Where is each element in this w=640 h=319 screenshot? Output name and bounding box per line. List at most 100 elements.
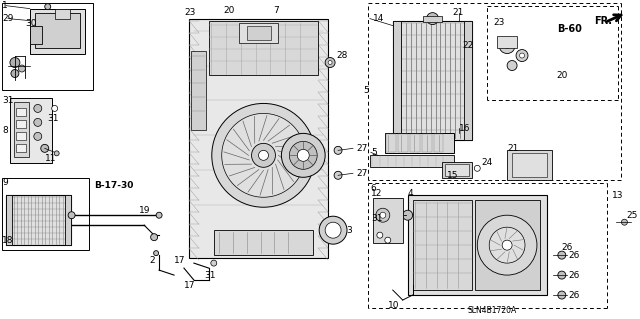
Circle shape bbox=[507, 61, 517, 70]
Text: 17: 17 bbox=[174, 256, 186, 265]
Circle shape bbox=[390, 212, 396, 218]
Circle shape bbox=[68, 212, 75, 219]
Bar bbox=[30, 9, 84, 54]
Circle shape bbox=[504, 42, 510, 48]
Bar bbox=[6, 195, 12, 245]
Bar bbox=[408, 195, 547, 295]
Circle shape bbox=[34, 132, 42, 140]
Circle shape bbox=[385, 237, 391, 243]
Text: 16: 16 bbox=[460, 124, 471, 133]
Text: 4: 4 bbox=[408, 189, 413, 198]
Bar bbox=[191, 50, 206, 130]
Circle shape bbox=[45, 4, 51, 10]
Text: 29: 29 bbox=[2, 14, 13, 23]
Text: 31: 31 bbox=[2, 96, 13, 105]
Circle shape bbox=[558, 291, 566, 299]
Text: 3: 3 bbox=[346, 226, 352, 235]
Circle shape bbox=[380, 212, 386, 218]
Text: 31: 31 bbox=[371, 214, 382, 223]
Circle shape bbox=[558, 251, 566, 259]
Circle shape bbox=[325, 57, 335, 68]
Text: 14: 14 bbox=[373, 14, 384, 23]
Text: 13: 13 bbox=[611, 191, 623, 200]
Circle shape bbox=[477, 215, 537, 275]
Bar bbox=[386, 134, 396, 152]
Bar bbox=[373, 198, 403, 243]
Circle shape bbox=[41, 145, 49, 152]
Circle shape bbox=[427, 13, 438, 25]
Bar bbox=[422, 134, 431, 152]
Circle shape bbox=[376, 208, 390, 222]
Text: 21: 21 bbox=[452, 8, 464, 17]
Text: 31: 31 bbox=[48, 114, 60, 123]
Text: B-17-30: B-17-30 bbox=[95, 181, 134, 190]
Bar bbox=[16, 120, 26, 128]
Bar bbox=[445, 164, 469, 176]
Bar bbox=[35, 13, 79, 48]
Text: 22: 22 bbox=[462, 41, 474, 50]
Text: 26: 26 bbox=[569, 291, 580, 300]
Circle shape bbox=[211, 260, 217, 266]
Circle shape bbox=[499, 38, 515, 54]
Circle shape bbox=[34, 118, 42, 126]
Bar bbox=[465, 21, 472, 140]
Circle shape bbox=[502, 240, 512, 250]
Bar bbox=[65, 195, 70, 245]
Circle shape bbox=[10, 57, 20, 68]
Circle shape bbox=[325, 222, 341, 238]
Bar bbox=[214, 230, 313, 255]
Text: 26: 26 bbox=[562, 243, 573, 252]
Bar bbox=[30, 26, 42, 44]
Bar bbox=[54, 9, 70, 19]
Circle shape bbox=[558, 271, 566, 279]
Circle shape bbox=[150, 234, 157, 241]
Text: SLN4B1720A: SLN4B1720A bbox=[467, 306, 516, 315]
Circle shape bbox=[334, 171, 342, 179]
Circle shape bbox=[11, 70, 19, 78]
Text: 2: 2 bbox=[149, 256, 155, 265]
Bar bbox=[413, 200, 472, 290]
Circle shape bbox=[621, 219, 627, 225]
Text: 5: 5 bbox=[363, 86, 369, 95]
Text: 27: 27 bbox=[356, 144, 367, 153]
Circle shape bbox=[252, 143, 275, 167]
Bar bbox=[2, 3, 93, 91]
Bar bbox=[385, 133, 454, 153]
Circle shape bbox=[377, 232, 383, 238]
Bar bbox=[512, 153, 547, 177]
Bar bbox=[16, 145, 26, 152]
Text: B-60: B-60 bbox=[557, 24, 582, 33]
Circle shape bbox=[19, 65, 26, 72]
Text: 5: 5 bbox=[371, 148, 376, 157]
Text: 11: 11 bbox=[45, 154, 56, 163]
Bar bbox=[497, 36, 517, 48]
Text: 31: 31 bbox=[204, 271, 215, 279]
Bar bbox=[209, 21, 318, 76]
Bar bbox=[16, 108, 26, 116]
Circle shape bbox=[298, 149, 309, 161]
Text: 26: 26 bbox=[569, 271, 580, 279]
Text: 12: 12 bbox=[371, 189, 382, 198]
Bar bbox=[476, 200, 540, 290]
Text: 23: 23 bbox=[184, 8, 195, 17]
Text: 15: 15 bbox=[447, 171, 459, 180]
Circle shape bbox=[156, 212, 162, 218]
Circle shape bbox=[34, 104, 42, 112]
Bar bbox=[370, 155, 454, 167]
Bar bbox=[433, 134, 444, 152]
Text: 23: 23 bbox=[493, 18, 504, 27]
Text: 9: 9 bbox=[2, 178, 8, 187]
Bar bbox=[14, 102, 29, 157]
Text: 25: 25 bbox=[627, 211, 638, 220]
Circle shape bbox=[221, 114, 305, 197]
Text: 7: 7 bbox=[273, 6, 279, 15]
Text: 20: 20 bbox=[557, 71, 568, 80]
Text: 6: 6 bbox=[370, 184, 376, 193]
Text: 24: 24 bbox=[481, 158, 493, 167]
Bar bbox=[2, 178, 90, 250]
Circle shape bbox=[319, 216, 347, 244]
Circle shape bbox=[328, 61, 332, 64]
Text: 20: 20 bbox=[224, 6, 235, 15]
Circle shape bbox=[489, 227, 525, 263]
Text: FR.: FR. bbox=[595, 16, 612, 26]
